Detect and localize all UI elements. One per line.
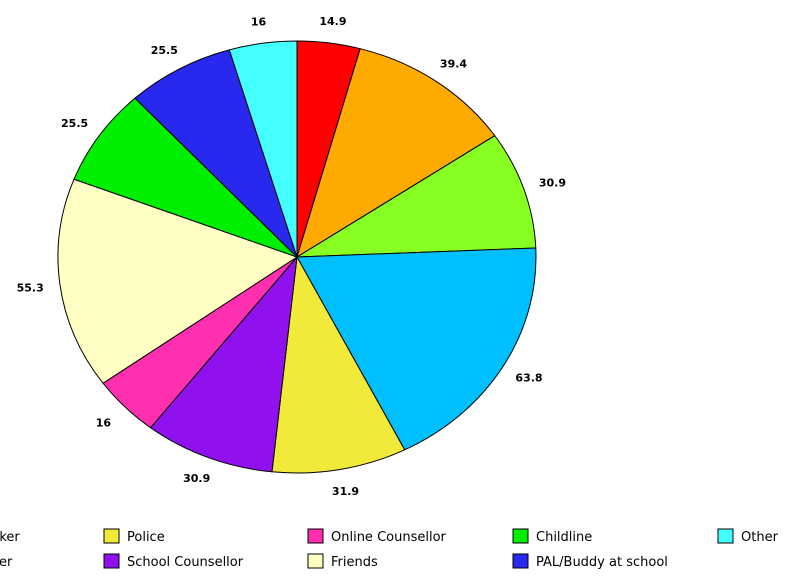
slice-value-label: 39.4 — [440, 57, 467, 70]
pie-slice — [296, 48, 496, 259]
slice-value-label: 25.5 — [151, 44, 178, 57]
slice-value-label: 63.8 — [515, 372, 542, 385]
legend-swatch — [512, 528, 529, 544]
legend-label: PAL/Buddy at school — [536, 555, 668, 570]
legend-label: Police — [127, 530, 165, 545]
legend-swatch — [103, 553, 120, 569]
legend-swatch — [717, 528, 734, 544]
legend-label: School Counsellor — [127, 555, 244, 570]
pie-slice — [295, 135, 537, 258]
slice-value-label: 25.5 — [61, 117, 88, 130]
legend-swatch — [307, 528, 324, 544]
legend-label: Online Counsellor — [331, 530, 447, 545]
slice-value-label: 16 — [96, 416, 112, 429]
legend-label: Friends — [331, 555, 378, 570]
pie-slice — [296, 247, 537, 451]
pie-data-labels: 14.9 39.4 30.9 63.8 31.9 30.9 16 55.3 25.5 25.5 16 — [17, 15, 566, 498]
legend-label: Other — [741, 530, 779, 545]
legend-swatch — [307, 553, 324, 569]
legend-label: Childline — [536, 530, 592, 545]
pie-slice — [228, 40, 298, 258]
pie-slice — [57, 178, 299, 384]
slice-value-label: 16 — [251, 15, 267, 28]
slice-value-label: 31.9 — [332, 485, 359, 498]
legend-swatch — [103, 528, 120, 544]
legend-swatch — [512, 553, 529, 569]
slice-value-label: 14.9 — [319, 15, 346, 28]
pie-slices — [57, 40, 537, 474]
slice-value-label: 30.9 — [539, 176, 566, 189]
pie-slice — [149, 255, 298, 473]
pie-slice — [271, 255, 406, 474]
pie-slice — [134, 49, 298, 258]
slice-value-label: 55.3 — [17, 281, 44, 294]
slice-value-label: 30.9 — [183, 472, 210, 485]
legend: rker rer Police School Counsellor Online Cou… — [0, 528, 779, 570]
pie-slice — [73, 97, 298, 258]
legend-label: rer — [0, 555, 13, 570]
legend-label: rker — [0, 530, 20, 545]
